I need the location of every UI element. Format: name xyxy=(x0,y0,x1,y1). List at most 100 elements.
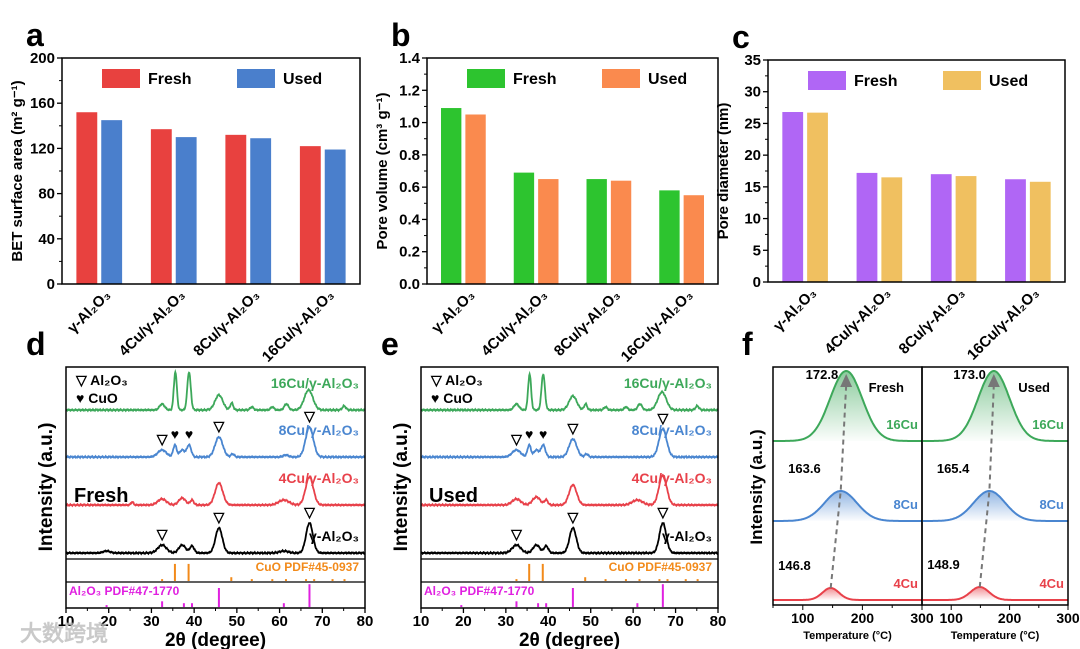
y-tick-label: 0.8 xyxy=(399,147,420,164)
panel-label-c: c xyxy=(732,19,750,55)
bar-fresh xyxy=(299,146,321,284)
series-label: 8Cu/γ-Al₂O₃ xyxy=(632,422,712,438)
al2o3-marker: ▽ xyxy=(156,526,169,542)
bar-fresh xyxy=(76,112,98,285)
legend-swatch xyxy=(943,71,981,90)
panel-label-a: a xyxy=(26,17,44,53)
arrow-head-icon xyxy=(840,374,853,387)
bar-fresh xyxy=(150,129,172,284)
al2o3-marker: ▽ xyxy=(510,431,523,447)
xrd-curve xyxy=(420,473,719,508)
series-label: 4Cu/γ-Al₂O₃ xyxy=(632,470,712,486)
condition-label: Used xyxy=(429,485,478,507)
al2o3-marker: ▽ xyxy=(567,420,580,436)
al2o3-marker: ▽ xyxy=(303,408,316,424)
reference-label: Al₂O₃ PDF#47-1770 xyxy=(424,584,535,598)
bar-used xyxy=(324,149,346,284)
x-tick-label: 50 xyxy=(582,613,599,630)
condition-label: Used xyxy=(1018,380,1050,395)
al2o3-marker: ▽ xyxy=(213,509,226,525)
condition-label: Fresh xyxy=(74,485,128,507)
tpr-curve xyxy=(773,490,922,522)
x-axis-title: 2θ (degree) xyxy=(165,630,266,649)
y-tick-label: 0 xyxy=(753,274,761,291)
y-axis-title: Intensity (a.u.) xyxy=(747,429,766,544)
tpr-fill xyxy=(922,491,1068,521)
legend-label: Fresh xyxy=(854,73,898,90)
legend-swatch xyxy=(467,69,505,88)
series-label: 8Cu xyxy=(1039,497,1064,512)
x-tick-label: 60 xyxy=(271,613,288,630)
legend-al2o3: ▽ Al₂O₃ xyxy=(430,372,483,388)
xrd-curve xyxy=(65,475,366,508)
bar-used xyxy=(807,112,828,282)
legend-label: Used xyxy=(989,73,1028,90)
y-tick-label: 120 xyxy=(30,140,55,157)
cuo-marker: ♥ xyxy=(539,426,547,442)
reference-label: CuO PDF#45-0937 xyxy=(256,560,360,574)
y-tick-label: 5 xyxy=(753,242,761,259)
x-axis-title: 2θ (degree) xyxy=(519,630,620,649)
al2o3-marker: ▽ xyxy=(156,431,169,447)
x-tick-label: 300 xyxy=(1056,610,1080,626)
y-tick-label: 10 xyxy=(744,211,761,228)
bar-used xyxy=(955,176,977,282)
watermark: 大数跨境 xyxy=(20,621,108,646)
y-tick-label: 0.4 xyxy=(399,211,421,228)
y-tick-label: 25 xyxy=(744,115,761,132)
y-tick-label: 200 xyxy=(30,50,55,67)
peak-temperature-label: 172.8 xyxy=(806,367,839,382)
x-tick-label: 30 xyxy=(143,613,160,630)
reference-label: CuO PDF#45-0937 xyxy=(609,560,713,574)
tpr-fill xyxy=(773,371,922,441)
al2o3-marker: ▽ xyxy=(213,418,226,434)
series-label: 16Cu/γ-Al₂O₃ xyxy=(624,375,712,391)
reference-label: Al₂O₃ PDF#47-1770 xyxy=(69,584,180,598)
arrow-head-icon xyxy=(987,374,1000,387)
bar-fresh xyxy=(930,174,952,282)
y-tick-label: 1.0 xyxy=(399,115,420,132)
series-label: 4Cu xyxy=(1039,576,1064,591)
bar-used xyxy=(1029,181,1051,282)
series-label: 16Cu/γ-Al₂O₃ xyxy=(271,375,359,391)
y-tick-label: 160 xyxy=(30,95,55,112)
tpr-fill xyxy=(922,371,1068,441)
tpr-curve xyxy=(922,586,1068,601)
category-tick-label: 8Cu/γ-Al₂O₃ xyxy=(896,285,969,358)
x-tick-label: 200 xyxy=(851,610,875,626)
y-axis-title: BET surface area (m² g⁻¹) xyxy=(9,80,26,261)
series-label: 8Cu/γ-Al₂O₃ xyxy=(279,422,359,438)
y-tick-label: 40 xyxy=(38,231,55,248)
x-tick-label: 50 xyxy=(229,613,246,630)
legend-swatch xyxy=(237,69,275,88)
category-tick-label: 4Cu/γ-Al₂O₃ xyxy=(478,287,551,360)
x-tick-label: 60 xyxy=(625,613,642,630)
x-tick-label: 300 xyxy=(910,610,934,626)
bar-fresh xyxy=(856,172,878,282)
x-tick-label: 10 xyxy=(58,613,75,630)
series-label: 16Cu xyxy=(886,417,918,432)
legend-label: Fresh xyxy=(148,71,192,88)
al2o3-marker: ▽ xyxy=(510,526,523,542)
cuo-marker: ♥ xyxy=(185,426,193,442)
xrd-curve xyxy=(65,522,366,556)
tpr-curve xyxy=(922,490,1068,522)
bar-fresh xyxy=(782,112,804,282)
y-tick-label: 1.4 xyxy=(399,50,421,67)
series-label: γ-Al₂O₃ xyxy=(662,528,712,544)
legend-cuo: ♥ CuO xyxy=(431,390,473,406)
x-axis-title: Temperature (°C) xyxy=(803,630,892,642)
category-tick-label: 8Cu/γ-Al₂O₃ xyxy=(190,287,263,360)
legend-swatch xyxy=(102,69,140,88)
series-label: 8Cu xyxy=(893,497,918,512)
category-tick-label: 16Cu/γ-Al₂O₃ xyxy=(964,285,1043,364)
x-tick-label: 70 xyxy=(314,613,331,630)
peak-temperature-label: 173.0 xyxy=(953,367,986,382)
x-tick-label: 20 xyxy=(100,613,117,630)
al2o3-marker: ▽ xyxy=(656,410,669,426)
legend-label: Used xyxy=(283,71,322,88)
y-axis-title: Intensity (a.u.) xyxy=(391,423,412,552)
panel-label-b: b xyxy=(391,17,411,53)
tpr-curve xyxy=(773,370,922,442)
